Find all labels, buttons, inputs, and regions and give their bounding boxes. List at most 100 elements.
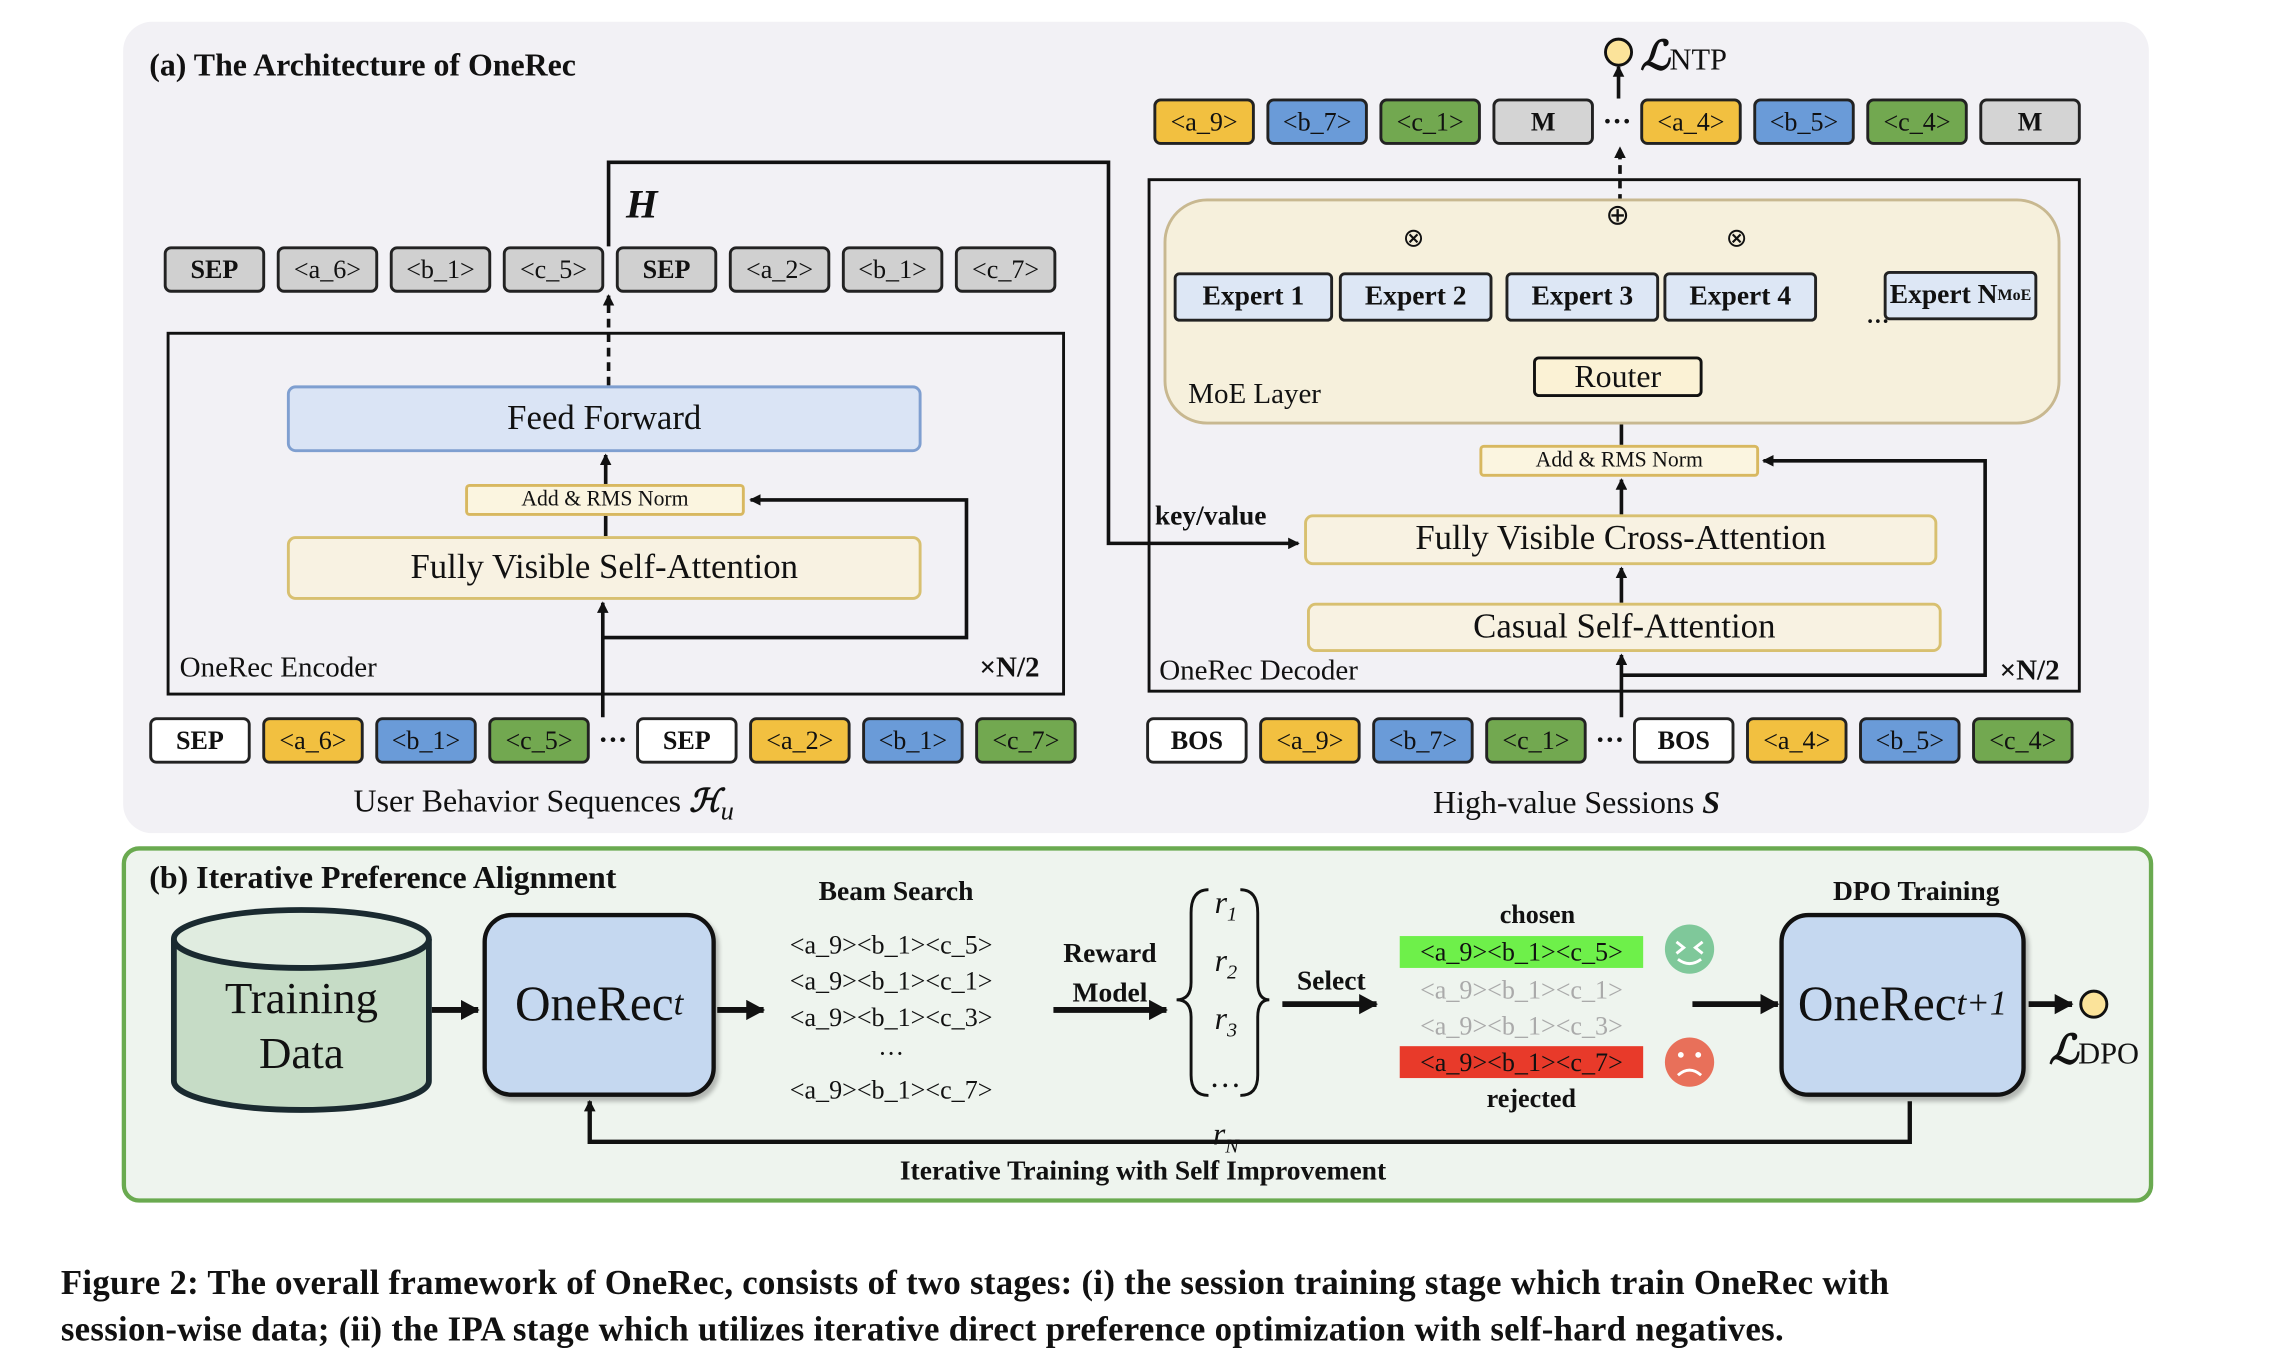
encoder-input-tokens: SEP <a_6> <b_1> <c_5> ··· SEP <a_2> <b_1> <c_7> bbox=[149, 717, 1077, 764]
chosen-label: chosen bbox=[1499, 899, 1576, 929]
onerec-t1-sub: t+1 bbox=[1956, 985, 2008, 1023]
token-c-5: <c_5> bbox=[488, 717, 590, 764]
loss-ntp-label: ℒNTP bbox=[1640, 32, 1727, 81]
hidden-state-label: H bbox=[625, 182, 658, 228]
expert-n-sub: MoE bbox=[1997, 286, 2032, 305]
moe-layer-label: MoE Layer bbox=[1188, 378, 1321, 411]
decoder-label: OneRec Decoder bbox=[1159, 654, 1358, 687]
token-sep: SEP bbox=[615, 246, 718, 293]
loss-ntp-circle bbox=[1604, 37, 1634, 67]
token-b-1: <b_1> bbox=[375, 717, 477, 764]
dpo-training-title: DPO Training bbox=[1832, 876, 2000, 908]
encoder-block bbox=[166, 331, 1066, 696]
gate-multiply-icon: ⊗ bbox=[1402, 223, 1425, 253]
expert-3: Expert 3 bbox=[1505, 272, 1660, 322]
ellipsis: ··· bbox=[1595, 723, 1625, 756]
ellipsis: ··· bbox=[1602, 105, 1632, 137]
token-a-6: <a_6> bbox=[262, 717, 364, 764]
reward-symbol: … bbox=[1211, 1057, 1241, 1094]
onerec-t1-model: OneRec t+1 bbox=[1779, 912, 2026, 1097]
iterative-loop-label: Iterative Training with Self Improvement bbox=[899, 1156, 1387, 1187]
token-c-4: <c_4> bbox=[1866, 98, 1968, 145]
decoder-input-symbol: S bbox=[1702, 783, 1720, 821]
token-c-7: <c_7> bbox=[975, 717, 1077, 764]
select-label: Select bbox=[1296, 966, 1366, 997]
decoder-input-caption: High-value Sessions S bbox=[1433, 784, 1720, 822]
loss-dpo-symbol: ℒ bbox=[2048, 1028, 2079, 1074]
reward-model-line: Model bbox=[1072, 978, 1148, 1009]
token-b-1: <b_1> bbox=[862, 717, 964, 764]
loss-dpo-label: ℒDPO bbox=[2049, 1026, 2139, 1075]
onerec-t-label: OneRec bbox=[514, 977, 674, 1031]
token-a-9: <a_9> bbox=[1153, 98, 1255, 145]
token-c-7: <c_7> bbox=[954, 246, 1057, 293]
reward-scores: r1 r2 r3… rN bbox=[1197, 881, 1255, 1170]
encoder-repeat: ×N/2 bbox=[979, 652, 1040, 684]
token-c-4: <c_4> bbox=[1972, 717, 2074, 764]
encoder-input-symbol: ℋ bbox=[689, 782, 721, 819]
token-a-4: <a_4> bbox=[1640, 98, 1742, 145]
reward-index: N bbox=[1225, 1135, 1239, 1158]
loss-ntp-symbol: ℒ bbox=[1640, 34, 1670, 80]
token-b-5: <b_5> bbox=[1753, 98, 1855, 145]
reward-score: r2 bbox=[1197, 939, 1255, 997]
beam-output: <a_9><b_1><c_5> bbox=[789, 930, 993, 960]
reward-brace-left bbox=[1176, 888, 1209, 1097]
expert-2: Expert 2 bbox=[1338, 272, 1493, 322]
token-b-7: <b_7> bbox=[1266, 98, 1368, 145]
reward-symbol: r bbox=[1212, 1115, 1226, 1152]
reward-model-line: Reward bbox=[1063, 938, 1157, 970]
figure-caption-line: Figure 2: The overall framework of OneRe… bbox=[60, 1264, 1890, 1303]
rejected-candidate: <a_9><b_1><c_7> bbox=[1399, 1046, 1644, 1079]
figure-caption-line: session-wise data; (ii) the IPA stage wh… bbox=[60, 1311, 1784, 1350]
ellipsis: ··· bbox=[598, 723, 628, 756]
architecture-title: (a) The Architecture of OneRec bbox=[149, 46, 576, 83]
encoder-residual-arrow bbox=[602, 494, 969, 640]
decoder-residual-arrow bbox=[1621, 454, 1987, 678]
decoder-add-norm: Add & RMS Norm bbox=[1479, 444, 1760, 477]
token-c-1: <c_1> bbox=[1379, 98, 1481, 145]
token-sep: SEP bbox=[149, 717, 251, 764]
expert-n: Expert N MoE bbox=[1883, 270, 2038, 321]
encoder-input-caption: User Behavior Sequences ℋu bbox=[354, 782, 734, 826]
training-data-line: Data bbox=[258, 1027, 344, 1079]
encoder-self-attention: Fully Visible Self-Attention bbox=[286, 536, 922, 600]
beam-outputs: <a_9><b_1><c_5> <a_9><b_1><c_1> <a_9><b_1>… bbox=[768, 927, 1014, 1108]
onerec-t1-label: OneRec bbox=[1797, 977, 1957, 1031]
token-a-6: <a_6> bbox=[276, 246, 379, 293]
token-a-2: <a_2> bbox=[728, 246, 831, 293]
expert-n-label: Expert N bbox=[1889, 279, 1998, 311]
reward-index: 1 bbox=[1226, 904, 1238, 927]
reward-symbol: r bbox=[1214, 941, 1227, 978]
token-b-1: <b_1> bbox=[389, 246, 492, 293]
reward-index: 3 bbox=[1226, 1020, 1238, 1043]
beam-search-title: Beam Search bbox=[818, 876, 974, 908]
iterative-loop-arrow bbox=[583, 1099, 1912, 1144]
onerec-t-sub: t bbox=[673, 985, 684, 1023]
chosen-candidate: <a_9><b_1><c_5> bbox=[1399, 936, 1644, 968]
training-data-cylinder bbox=[170, 907, 432, 1113]
expert-4: Expert 4 bbox=[1663, 272, 1818, 322]
token-bos: BOS bbox=[1146, 717, 1248, 764]
token-sep: SEP bbox=[163, 246, 266, 293]
reward-model-label: Reward Model bbox=[1056, 935, 1163, 1013]
reward-symbol: r bbox=[1214, 999, 1227, 1036]
token-b-1: <b_1> bbox=[841, 246, 944, 293]
encoder-add-norm: Add & RMS Norm bbox=[465, 483, 745, 516]
token-a-2: <a_2> bbox=[749, 717, 851, 764]
reward-score: r1 bbox=[1197, 881, 1255, 939]
decoder-input-tokens: BOS <a_9> <b_7> <c_1> ··· BOS <a_4> <b_5> <c_4> bbox=[1146, 717, 2074, 764]
token-sep: SEP bbox=[636, 717, 738, 764]
happy-face-icon bbox=[1664, 924, 1715, 974]
discarded-candidate: <a_9><b_1><c_1> bbox=[1420, 974, 1623, 1004]
encoder-input-sub: u bbox=[720, 796, 734, 826]
beam-output: <a_9><b_1><c_7> bbox=[789, 1075, 993, 1105]
token-bos: BOS bbox=[1633, 717, 1735, 764]
reward-score: rN bbox=[1197, 1112, 1255, 1170]
token-c-5: <c_5> bbox=[502, 246, 605, 293]
reward-index: 2 bbox=[1226, 962, 1238, 985]
token-b-7: <b_7> bbox=[1372, 717, 1474, 764]
reward-score: r3 bbox=[1197, 997, 1255, 1055]
gate-multiply-icon: ⊗ bbox=[1725, 223, 1748, 253]
